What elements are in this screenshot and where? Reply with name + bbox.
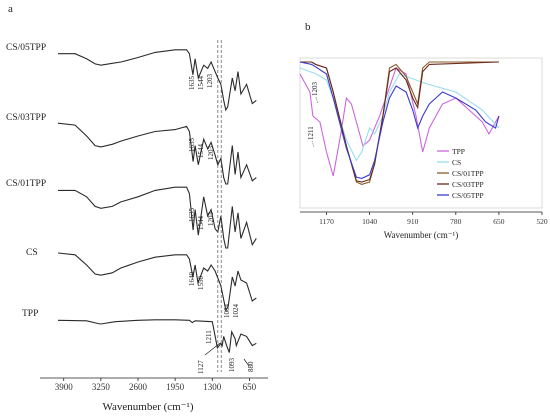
- a01-annot-1544: 1544: [197, 216, 205, 231]
- b-legend-label-cs-05tpp: CS/05TPP: [452, 191, 484, 200]
- panel-a-spectra: [57, 49, 257, 353]
- acs-annot-1064: 1064: [223, 304, 231, 319]
- b-annot-1211: 1211: [307, 126, 315, 140]
- panel-a-arrows: [204, 342, 250, 367]
- b-tick-1211: [311, 140, 315, 148]
- a-label-cs03tpp: CS/03TPP: [6, 113, 46, 123]
- b-tick-label-910: 910: [407, 217, 419, 226]
- a-tick-label-3250: 3250: [92, 382, 111, 392]
- a01-annot-1203: 1203: [207, 212, 215, 227]
- atpp-annot-880: 880: [247, 361, 255, 372]
- panel-b-annotations: 1203 1211: [307, 82, 319, 141]
- a-label-cs01tpp: CS/01TPP: [6, 179, 46, 189]
- b-legend-label-cs-03tpp: CS/03TPP: [452, 180, 484, 189]
- a05-annot-1635: 1635: [188, 76, 196, 91]
- a-tick-label-1300: 1300: [203, 382, 222, 392]
- b-legend-label-tpp: TPP: [452, 147, 465, 156]
- a-tick-label-1950: 1950: [166, 382, 185, 392]
- panel-b-annotation-ticks: [311, 96, 319, 148]
- a03-annot-1203: 1203: [207, 146, 215, 161]
- panel-a-reference-lines: [217, 40, 222, 372]
- panel-b-label: b: [305, 21, 311, 33]
- acs-annot-1550: 1550: [197, 276, 205, 291]
- b-annot-1203: 1203: [311, 82, 319, 97]
- a03-annot-1635: 1635: [188, 138, 196, 153]
- a05-annot-1203: 1203: [206, 74, 214, 89]
- panel-a-x-axis: 3900 3250 2600 1950 1300 650: [40, 377, 268, 392]
- a-label-cs: CS: [26, 248, 38, 258]
- b-line-tpp: [299, 67, 500, 177]
- atpp-annot-1211: 1211: [205, 330, 213, 344]
- panel-b-spectra: [299, 61, 500, 185]
- b-legend-label-cs-01tpp: CS/01TPP: [452, 169, 484, 178]
- b-tick-label-650: 650: [493, 217, 505, 226]
- panel-a-annotations: 1635 1544 1203 1635 1544 1203 1635 1544 …: [188, 74, 255, 375]
- a03-annot-1544: 1544: [197, 144, 205, 159]
- panel-b-frame: [299, 57, 543, 209]
- b-tick-label-780: 780: [450, 217, 462, 226]
- a-line-cs-05tpp: [58, 49, 257, 112]
- a-tick-label-650: 650: [243, 382, 257, 392]
- arrow-880: [243, 358, 250, 367]
- a05-annot-1544: 1544: [197, 76, 205, 91]
- b-line-cs-05tpp: [299, 61, 500, 179]
- a-label-cs05tpp: CS/05TPP: [6, 43, 46, 53]
- b-tick-label-1170: 1170: [319, 217, 334, 226]
- b-legend-label-cs: CS: [452, 158, 461, 167]
- panel-b-legend: TPP CS CS/01TPP CS/03TPP CS/05TPP: [437, 147, 484, 200]
- a-line-cs-01tpp: [58, 186, 257, 249]
- b-tick-1203: [315, 96, 319, 105]
- panel-b-x-axis: 1170 1040 910 780 650 520: [300, 211, 548, 226]
- acs-annot-1024: 1024: [232, 304, 240, 319]
- a-tick-label-3900: 3900: [55, 382, 74, 392]
- arrow-1127: [204, 342, 221, 356]
- panel-a-x-label: Wavenumber (cm⁻¹): [103, 401, 194, 413]
- b-line-cs-03tpp: [300, 61, 499, 183]
- a-line-tpp: [57, 319, 257, 353]
- a-label-tpp: TPP: [22, 309, 38, 319]
- b-tick-label-1040: 1040: [362, 217, 377, 226]
- acs-annot-1640: 1640: [188, 272, 196, 287]
- a-line-cs-03tpp: [57, 122, 257, 185]
- b-tick-label-520: 520: [536, 217, 548, 226]
- a01-annot-1635: 1635: [188, 208, 196, 223]
- atpp-annot-1093: 1093: [228, 358, 236, 373]
- a-line-cs: [57, 252, 257, 312]
- panel-b-x-label: Wavenumber (cm⁻¹): [384, 230, 458, 240]
- a-tick-label-2600: 2600: [129, 382, 148, 392]
- panel-a-label: a: [8, 3, 13, 15]
- atpp-annot-1127: 1127: [197, 360, 205, 374]
